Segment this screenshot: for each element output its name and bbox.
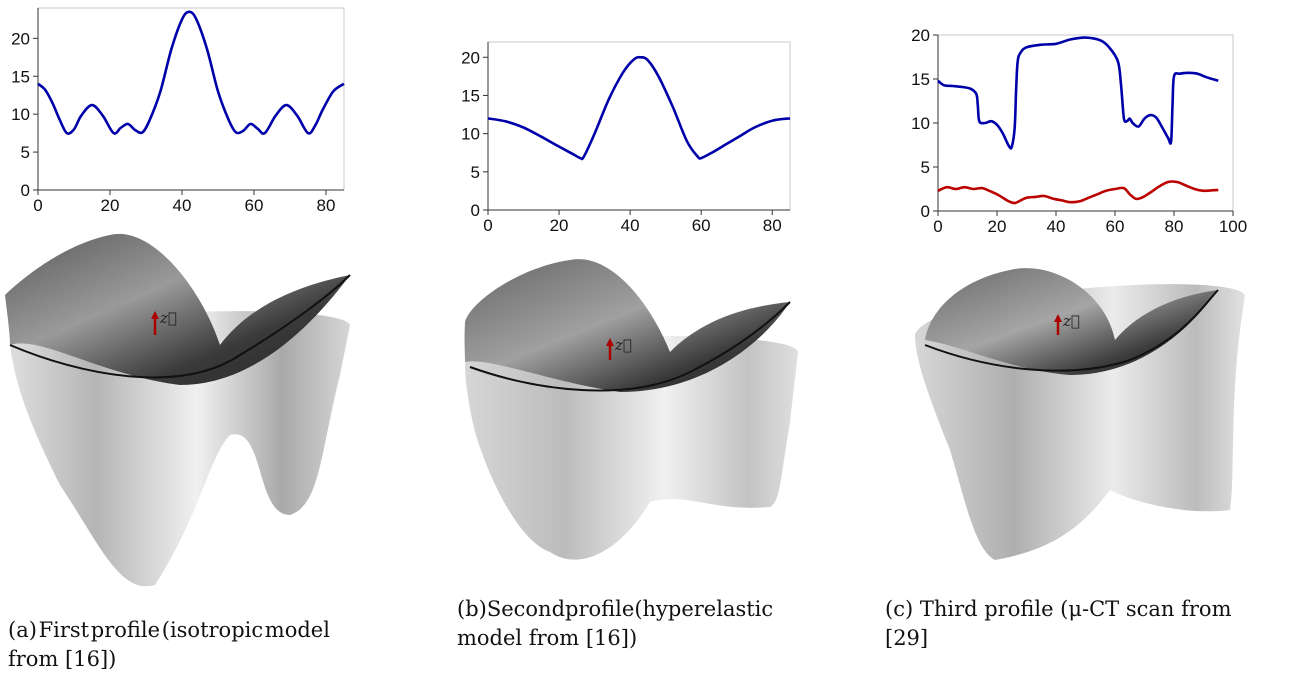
chart-b-svg: 0 20 40 60 80 0 5 10 15 20 xyxy=(461,41,791,235)
caption-a-word: profile xyxy=(90,618,161,642)
x-tick-label: 20 xyxy=(101,196,120,215)
y-tick-label: 5 xyxy=(921,158,930,177)
surface-c: z⃗ xyxy=(900,250,1280,574)
x-tick-label: 0 xyxy=(933,217,942,236)
y-tick-label: 10 xyxy=(911,114,930,133)
caption-b-word: profile xyxy=(565,597,635,621)
x-tick-label: 60 xyxy=(245,196,264,215)
x-tick-label: 80 xyxy=(763,216,782,235)
y-tick-label: 5 xyxy=(471,163,480,182)
chart-b: 0 20 40 60 80 0 5 10 15 20 xyxy=(450,20,810,245)
z-arrow-head-a xyxy=(151,311,159,319)
series-line-1 xyxy=(487,55,791,161)
series-line-1 xyxy=(37,10,345,135)
caption-b-line2: model from [16]) xyxy=(457,626,638,650)
plot-frame xyxy=(37,7,345,191)
caption-a-word: (isotropic xyxy=(161,618,264,642)
caption-a: (a) First profile (isotropic model from … xyxy=(8,616,330,674)
caption-a-line1: (a) First profile (isotropic model xyxy=(8,616,330,645)
y-tick-label: 0 xyxy=(471,201,480,220)
caption-a-word: First xyxy=(38,618,90,642)
chart-c-svg: 0 20 40 60 80 100 0 5 10 15 20 xyxy=(911,26,1247,236)
x-tick-label: 40 xyxy=(621,216,640,235)
x-tick-label: 20 xyxy=(988,217,1007,236)
y-tick-label: 20 xyxy=(461,48,480,67)
y-tick-label: 10 xyxy=(11,105,30,124)
y-tick-label: 20 xyxy=(11,29,30,48)
surface-a-graphic: z⃗ xyxy=(5,233,351,587)
caption-a-line2: from [16]) xyxy=(8,647,117,671)
series-line-1 xyxy=(937,36,1219,150)
surface-a: z⃗ xyxy=(0,225,360,599)
caption-b-word: Second xyxy=(486,597,566,621)
x-tick-label: 80 xyxy=(317,196,336,215)
z-arrow-head-c xyxy=(1054,314,1062,322)
x-tick-label: 60 xyxy=(692,216,711,235)
chart-a-svg: 0 20 40 60 80 0 5 10 15 20 xyxy=(11,7,345,215)
z-arrow-head-b xyxy=(606,338,614,346)
x-tick-label: 100 xyxy=(1219,217,1247,236)
y-tick-label: 5 xyxy=(21,143,30,162)
chart-a: 0 20 40 60 80 0 5 10 15 20 xyxy=(0,0,360,220)
caption-c-line1: (c) Third profile (μ-CT scan from xyxy=(885,597,1232,621)
chart-c: 0 20 40 60 80 100 0 5 10 15 20 xyxy=(900,15,1280,240)
x-tick-label: 80 xyxy=(1165,217,1184,236)
z-axis-label-c: z⃗ xyxy=(1062,312,1080,330)
y-tick-label: 10 xyxy=(461,125,480,144)
surface-c-graphic: z⃗ xyxy=(915,268,1245,560)
surface-b-graphic: z⃗ xyxy=(464,259,798,560)
y-tick-label: 0 xyxy=(21,181,30,200)
x-tick-label: 60 xyxy=(1106,217,1125,236)
x-tick-label: 0 xyxy=(33,196,42,215)
x-tick-label: 40 xyxy=(1047,217,1066,236)
caption-b-word: (b) xyxy=(457,597,487,621)
y-tick-label: 15 xyxy=(11,67,30,86)
x-tick-label: 40 xyxy=(173,196,192,215)
z-axis-label-b: z⃗ xyxy=(614,336,632,354)
y-tick-label: 0 xyxy=(921,202,930,221)
caption-b: (b) Second profile (hyperelastic model f… xyxy=(457,595,773,653)
plot-frame xyxy=(487,41,791,211)
y-tick-label: 15 xyxy=(461,86,480,105)
x-tick-label: 20 xyxy=(550,216,569,235)
surface-b: z⃗ xyxy=(450,252,820,576)
caption-c: (c) Third profile (μ-CT scan from [29] xyxy=(885,595,1305,653)
caption-a-word: model xyxy=(264,618,330,642)
series-line-2 xyxy=(937,180,1219,205)
y-tick-label: 20 xyxy=(911,26,930,45)
caption-a-word: (a) xyxy=(8,618,37,642)
caption-b-word: (hyperelastic xyxy=(634,597,774,621)
caption-b-line1: (b) Second profile (hyperelastic xyxy=(457,595,773,624)
x-tick-label: 0 xyxy=(483,216,492,235)
y-tick-label: 15 xyxy=(911,70,930,89)
z-axis-label-a: z⃗ xyxy=(159,309,177,327)
caption-c-line2: [29] xyxy=(885,626,929,650)
